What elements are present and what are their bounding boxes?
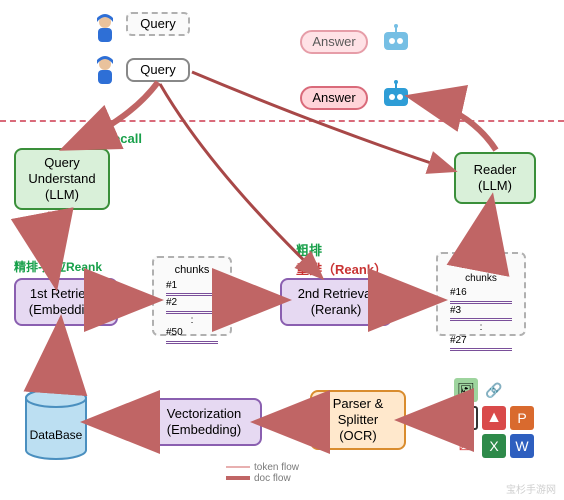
database-label: DataBase bbox=[22, 428, 90, 442]
second-retrieval-l2: (Rerank) bbox=[311, 302, 362, 318]
markdown-icon: M↓ bbox=[454, 406, 478, 430]
chunk-row: #1 bbox=[166, 280, 218, 297]
query-label-2: Query bbox=[140, 62, 175, 78]
person-icon-1 bbox=[92, 12, 118, 44]
second-retrieval-l1: 2nd Retrieval bbox=[298, 286, 375, 302]
query-understand-l1: Query bbox=[44, 155, 79, 171]
rerank-row: #3 bbox=[450, 305, 512, 322]
second-retrieval-node: 2nd Retrieval (Rerank) bbox=[280, 278, 392, 326]
chunk-row: #50 bbox=[166, 327, 218, 344]
reader-node: Reader (LLM) bbox=[454, 152, 536, 204]
word-icon: W bbox=[510, 434, 534, 458]
excel-icon: X bbox=[482, 434, 506, 458]
recall-label: 召回recall bbox=[82, 128, 142, 147]
document-icons: 🖼 🔗 M↓ ▲ P ✉ X W bbox=[454, 378, 534, 458]
query-box-2: Query bbox=[126, 58, 190, 82]
reader-l2: (LLM) bbox=[478, 178, 512, 194]
pdf-icon: ▲ bbox=[482, 406, 506, 430]
rerank-row: : bbox=[450, 322, 512, 335]
chunk-row: : bbox=[166, 315, 218, 328]
query-understand-node: Query Understand (LLM) bbox=[14, 148, 110, 210]
image-icon: 🖼 bbox=[454, 378, 478, 402]
person-icon-2 bbox=[92, 54, 118, 86]
query-understand-l3: (LLM) bbox=[45, 187, 79, 203]
first-retrieval-l1: 1st Retrieval bbox=[30, 286, 102, 302]
vectorization-node: Vectorization (Embedding) bbox=[146, 398, 262, 446]
rerank-row: #27 bbox=[450, 335, 512, 352]
chunks-title: chunks bbox=[166, 264, 218, 278]
parser-splitter-node: Parser & Splitter (OCR) bbox=[310, 390, 406, 450]
chunk-row: #2 bbox=[166, 297, 218, 314]
first-retrieval-l2: (Embedding) bbox=[29, 302, 103, 318]
spacer-icon bbox=[510, 378, 534, 402]
parser-l3: (OCR) bbox=[339, 428, 377, 444]
robot-icon-1 bbox=[380, 24, 412, 54]
answer-label-2: Answer bbox=[312, 90, 355, 106]
legend-doc: doc flow bbox=[254, 473, 291, 484]
answer-box-2: Answer bbox=[300, 86, 368, 110]
query-box-1: Query bbox=[126, 12, 190, 36]
parser-l2: Splitter bbox=[338, 412, 378, 428]
reader-l1: Reader bbox=[474, 162, 517, 178]
reranked-chunks-box: reranked chunks #16 #3 : #27 bbox=[436, 252, 526, 336]
powerpoint-icon: P bbox=[510, 406, 534, 430]
parser-l1: Parser & bbox=[333, 396, 384, 412]
reranked-title: reranked chunks bbox=[450, 260, 512, 285]
answer-box-1: Answer bbox=[300, 30, 368, 54]
answer-label-1: Answer bbox=[312, 34, 355, 50]
query-label-1: Query bbox=[140, 16, 175, 32]
rerank-left-label: 精排-对应Reank bbox=[14, 258, 102, 275]
section-divider bbox=[0, 120, 564, 122]
rerank-row: #16 bbox=[450, 287, 512, 304]
legend-token: token flow bbox=[254, 462, 299, 473]
gmail-icon: ✉ bbox=[454, 434, 478, 458]
watermark: 宝杉手游网 bbox=[506, 481, 556, 496]
robot-icon-2 bbox=[380, 80, 412, 110]
vectorization-l2: (Embedding) bbox=[167, 422, 241, 438]
link-icon: 🔗 bbox=[482, 378, 506, 402]
query-understand-l2: Understand bbox=[28, 171, 95, 187]
database-node: DataBase bbox=[22, 388, 90, 460]
chunks-box: chunks #1 #2 : #50 bbox=[152, 256, 232, 336]
first-retrieval-node: 1st Retrieval (Embedding) bbox=[14, 278, 118, 326]
rerank-mid-label: 粗排 重排（Reank） bbox=[296, 240, 387, 278]
vectorization-l1: Vectorization bbox=[167, 406, 241, 422]
legend: token flow doc flow bbox=[226, 462, 299, 484]
